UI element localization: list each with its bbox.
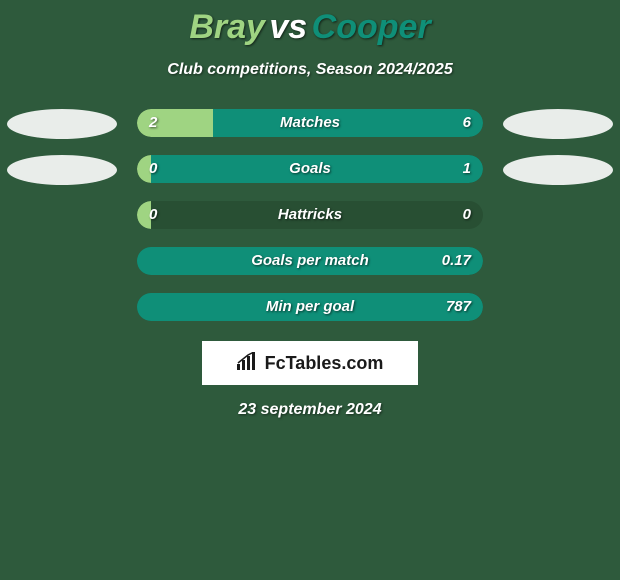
stat-label: Goals xyxy=(137,155,483,183)
stat-label: Min per goal xyxy=(137,293,483,321)
logo-box: FcTables.com xyxy=(202,341,418,385)
stat-row: 01Goals xyxy=(137,155,483,185)
stat-row: 00Hattricks xyxy=(137,201,483,231)
avatar-right xyxy=(503,155,613,185)
avatar-right xyxy=(503,109,613,139)
stat-label: Goals per match xyxy=(137,247,483,275)
logo-text: FcTables.com xyxy=(265,353,384,374)
player-right-name: Cooper xyxy=(312,8,431,46)
avatar-left xyxy=(7,155,117,185)
stat-row: 787Min per goal xyxy=(137,293,483,323)
footer-date: 23 september 2024 xyxy=(0,401,620,419)
subtitle: Club competitions, Season 2024/2025 xyxy=(0,61,620,79)
stat-label: Hattricks xyxy=(137,201,483,229)
stat-label: Matches xyxy=(137,109,483,137)
stat-row: 26Matches xyxy=(137,109,483,139)
stat-row: 0.17Goals per match xyxy=(137,247,483,277)
avatar-left xyxy=(7,109,117,139)
stats-area: 26Matches 01Goals 00Hattricks 0.17Goals per… xyxy=(0,109,620,323)
comparison-infographic: Bray vs Cooper Club competitions, Season… xyxy=(0,0,620,580)
logo-chart-icon xyxy=(237,352,259,375)
title-row: Bray vs Cooper xyxy=(0,0,620,47)
title-vs: vs xyxy=(269,8,307,46)
player-left-name: Bray xyxy=(189,8,265,46)
